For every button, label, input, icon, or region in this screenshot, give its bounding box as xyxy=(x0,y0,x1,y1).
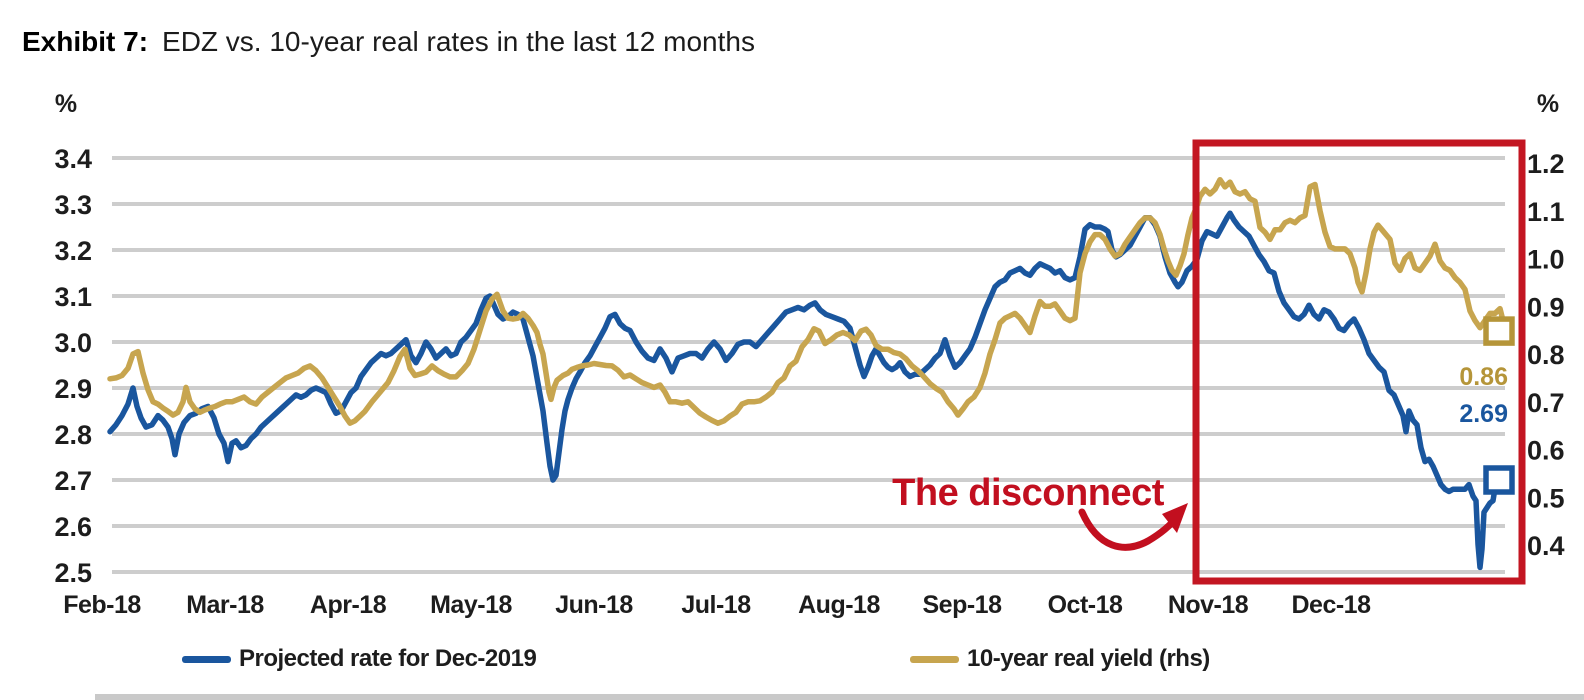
end-marker-blue xyxy=(1483,465,1515,495)
right-axis-labels: 1.2 1.1 1.0 0.9 0.8 0.7 0.6 0.5 0.4% xyxy=(1527,90,1565,561)
x-axis-tick: Mar-18 xyxy=(186,591,264,619)
legend-swatch-blue xyxy=(182,655,231,663)
legend-label: 10-year real yield (rhs) xyxy=(967,645,1210,672)
left-axis-unit: % xyxy=(55,90,77,118)
series-line-real-yield xyxy=(107,176,1508,426)
left-axis-tick: 3.3 xyxy=(54,190,92,220)
annotation-arrow xyxy=(1078,503,1188,551)
end-value-label-blue: 2.69 xyxy=(1459,400,1508,428)
x-axis-tick: Jun-18 xyxy=(555,591,633,619)
left-axis-tick: 2.5 xyxy=(54,558,92,588)
chart-title: Exhibit 7: EDZ vs. 10-year real rates in … xyxy=(22,26,755,58)
chart-title-text: EDZ vs. 10-year real rates in the last 1… xyxy=(162,26,755,57)
x-axis-tick: Apr-18 xyxy=(310,591,387,619)
legend-item-real-yield: 10-year real yield (rhs) xyxy=(910,641,1210,677)
left-axis-tick: 2.7 xyxy=(54,466,92,496)
x-axis-tick: Feb-18 xyxy=(63,591,141,619)
legend-label: Projected rate for Dec-2019 xyxy=(239,645,537,672)
x-axis-tick: Aug-18 xyxy=(798,591,880,619)
highlight-box xyxy=(1192,139,1526,585)
left-axis-tick: 3.4 xyxy=(54,144,92,174)
chart-title-prefix: Exhibit 7: xyxy=(22,26,149,57)
right-axis-tick: 1.2 xyxy=(1527,149,1565,179)
x-axis-tick: Dec-18 xyxy=(1292,591,1372,619)
right-axis-tick: 0.7 xyxy=(1527,388,1565,418)
x-axis-tick: Sep-18 xyxy=(923,591,1003,619)
x-axis-tick: May-18 xyxy=(430,591,512,619)
legend-item-projected-rate: Projected rate for Dec-2019 xyxy=(182,641,537,677)
x-axis-tick: Jul-18 xyxy=(681,591,751,619)
arrow-curve xyxy=(1078,508,1182,551)
right-axis-tick: 0.8 xyxy=(1527,340,1565,370)
left-axis-tick: 3.0 xyxy=(54,328,92,358)
legend-swatch-gold xyxy=(910,655,959,663)
gridlines xyxy=(112,156,1505,574)
right-axis-tick: 1.1 xyxy=(1527,197,1565,227)
x-axis-tick: Nov-18 xyxy=(1168,591,1249,619)
right-axis-tick: 1.0 xyxy=(1527,245,1565,275)
left-axis-tick: 3.2 xyxy=(54,236,92,266)
right-axis-tick: 0.9 xyxy=(1527,292,1565,322)
left-axis-tick: 2.6 xyxy=(54,512,92,542)
annotation-text: The disconnect xyxy=(892,472,1165,514)
right-axis-tick: 0.5 xyxy=(1527,483,1565,513)
arrow-head xyxy=(1162,503,1188,533)
bottom-divider xyxy=(95,694,1584,700)
left-axis-tick: 2.8 xyxy=(54,420,92,450)
left-axis-tick: 3.1 xyxy=(54,282,92,312)
right-axis-tick: 0.4 xyxy=(1527,531,1565,561)
x-axis-tick: Oct-18 xyxy=(1048,591,1123,619)
series-line-projected-rate xyxy=(107,210,1508,571)
x-axis-labels: Feb-18 Mar-18 Apr-18 May-18 Jun-18 Jul-18 Aug-… xyxy=(63,591,1371,619)
right-axis-tick: 0.6 xyxy=(1527,436,1565,466)
end-marker-gold xyxy=(1483,316,1515,346)
end-value-label-gold: 0.86 xyxy=(1459,363,1508,391)
left-axis-labels: 3.4 3.3 3.2 3.1 3.0 2.9 2.8 2.7 2.6 2.5% xyxy=(54,90,92,588)
right-axis-unit: % xyxy=(1537,90,1559,118)
left-axis-tick: 2.9 xyxy=(54,374,92,404)
